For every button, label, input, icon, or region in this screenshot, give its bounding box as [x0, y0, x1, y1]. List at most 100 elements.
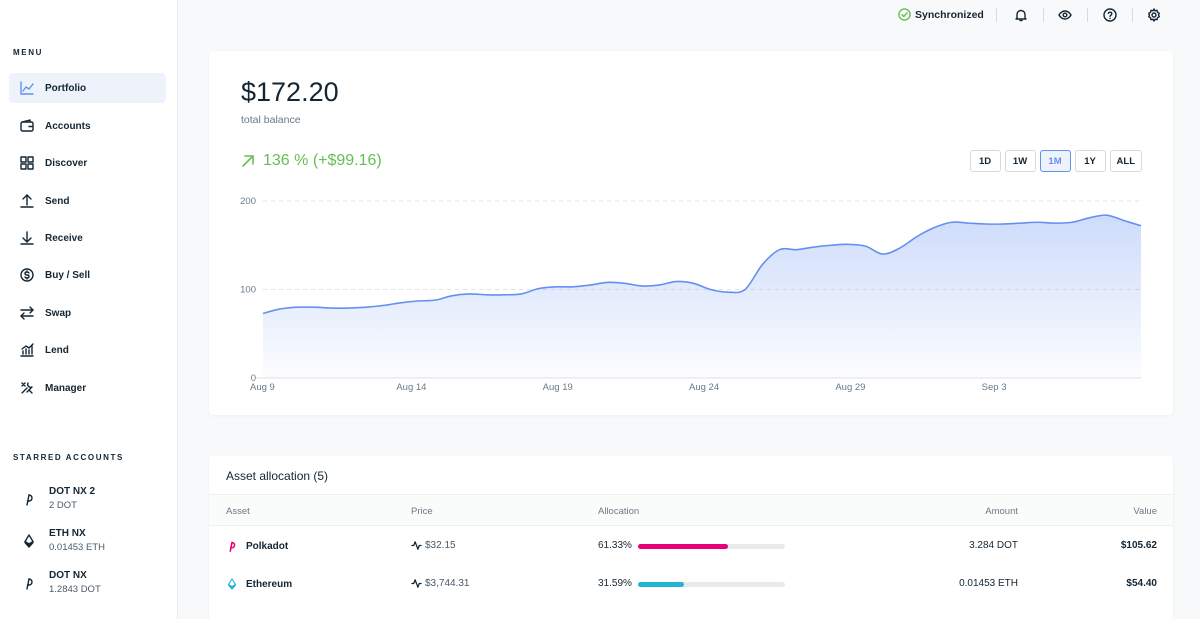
- range-button-1m[interactable]: 1M: [1039, 150, 1071, 172]
- divider: [1087, 8, 1088, 22]
- allocation-bar: [638, 582, 785, 587]
- starred-account-name: ETH NX: [49, 528, 86, 539]
- allocation-percent: 31.59%: [598, 578, 632, 589]
- column-header-amount[interactable]: Amount: [985, 506, 1018, 517]
- grid-icon: [19, 155, 35, 171]
- sidebar-item-label: Receive: [45, 232, 83, 244]
- asset-allocation-title: Asset allocation (5): [226, 469, 329, 483]
- ethereum-icon: [22, 533, 36, 548]
- divider: [996, 8, 997, 22]
- x-tick-label: Aug 19: [543, 382, 573, 393]
- arrow-up-icon: [19, 193, 35, 209]
- asset-value: $105.62: [1120, 540, 1157, 551]
- settings-icon[interactable]: [1147, 8, 1161, 22]
- sidebar: MENU Portfolio Accounts Discover Send Re…: [0, 0, 178, 619]
- starred-account-dot-nx-2[interactable]: DOT NX 2 2 DOT: [22, 486, 95, 511]
- balance-delta-text: 136 % (+$99.16): [263, 152, 382, 169]
- swap-icon: [19, 305, 35, 321]
- sidebar-item-buy-sell[interactable]: Buy / Sell: [9, 260, 166, 290]
- x-tick-label: Aug 24: [689, 382, 719, 393]
- balance-delta: 136 % (+$99.16): [241, 152, 382, 170]
- table-row[interactable]: Polkadot $32.15 61.33% 3.284 DOT $105.62: [209, 527, 1173, 565]
- polkadot-icon: [22, 576, 36, 590]
- check-circle-icon: [898, 8, 911, 21]
- ethereum-icon: [228, 578, 236, 590]
- column-header-value[interactable]: Value: [1133, 506, 1157, 517]
- starred-account-eth-nx[interactable]: ETH NX 0.01453 ETH: [22, 528, 105, 553]
- column-header-allocation[interactable]: Allocation: [598, 506, 640, 517]
- y-tick-label: 0: [251, 373, 256, 384]
- asset-cell: Ethereum: [226, 578, 292, 590]
- sync-status[interactable]: Synchronized: [898, 8, 984, 21]
- asset-cell: Polkadot: [226, 540, 288, 552]
- lend-chart-icon: [19, 342, 35, 358]
- arrow-down-icon: [19, 230, 35, 246]
- balance-card: $172.20 total balance 136 % (+$99.16) 1D…: [209, 51, 1173, 415]
- wallet-icon: [19, 118, 35, 134]
- x-tick-label: Sep 3: [982, 382, 1007, 393]
- divider: [1043, 8, 1044, 22]
- price-cell: $3,744.31: [411, 578, 470, 589]
- bell-icon[interactable]: [1014, 8, 1028, 22]
- sync-label: Synchronized: [915, 8, 984, 21]
- sidebar-item-portfolio[interactable]: Portfolio: [9, 73, 166, 103]
- x-tick-label: Aug 29: [835, 382, 865, 393]
- help-icon[interactable]: [1103, 8, 1117, 22]
- sidebar-item-manager[interactable]: Manager: [9, 373, 166, 403]
- x-tick-label: Aug 9: [250, 382, 275, 393]
- menu-heading: MENU: [13, 48, 43, 57]
- sidebar-item-label: Send: [45, 195, 70, 207]
- asset-allocation-card: Asset allocation (5) Asset Price Allocat…: [209, 456, 1173, 619]
- range-button-1y[interactable]: 1Y: [1074, 150, 1106, 172]
- asset-price: $3,744.31: [425, 578, 470, 589]
- polkadot-icon: [22, 492, 36, 506]
- sidebar-item-label: Accounts: [45, 120, 91, 132]
- x-tick-label: Aug 14: [396, 382, 426, 393]
- activity-icon: [411, 541, 422, 550]
- chart-line-icon: [19, 80, 35, 96]
- allocation-bar-fill: [638, 582, 685, 587]
- sidebar-item-label: Manager: [45, 382, 87, 394]
- starred-account-amount: 1.2843 DOT: [49, 584, 101, 595]
- tools-icon: [19, 380, 35, 396]
- sidebar-item-receive[interactable]: Receive: [9, 223, 166, 253]
- eye-icon[interactable]: [1058, 8, 1072, 22]
- starred-account-dot-nx[interactable]: DOT NX 1.2843 DOT: [22, 570, 101, 595]
- y-tick-label: 200: [240, 196, 256, 207]
- sidebar-item-swap[interactable]: Swap: [9, 298, 166, 328]
- range-button-1d[interactable]: 1D: [969, 150, 1001, 172]
- sidebar-item-accounts[interactable]: Accounts: [9, 111, 166, 141]
- balance-line: [262, 214, 1142, 315]
- starred-account-amount: 0.01453 ETH: [49, 542, 105, 553]
- sidebar-item-lend[interactable]: Lend: [9, 335, 166, 365]
- price-cell: $32.15: [411, 540, 456, 551]
- divider: [1132, 8, 1133, 22]
- sidebar-item-label: Portfolio: [45, 82, 87, 94]
- balance-area: [263, 215, 1141, 378]
- total-balance-label: total balance: [241, 114, 301, 126]
- asset-value: $54.40: [1126, 578, 1157, 589]
- topbar: Synchronized: [178, 0, 1200, 30]
- column-header-price[interactable]: Price: [411, 506, 433, 517]
- starred-account-name: DOT NX 2: [49, 486, 96, 497]
- asset-name: Polkadot: [246, 540, 289, 552]
- arrow-up-right-icon: [242, 155, 254, 167]
- starred-account-amount: 2 DOT: [49, 500, 77, 511]
- allocation-percent: 61.33%: [598, 540, 632, 551]
- column-header-asset[interactable]: Asset: [226, 506, 250, 517]
- sidebar-item-label: Lend: [45, 344, 69, 356]
- y-tick-label: 100: [240, 285, 256, 296]
- sidebar-item-send[interactable]: Send: [9, 186, 166, 216]
- activity-icon: [411, 579, 422, 588]
- range-selector: 1D 1W 1M 1Y ALL: [969, 150, 1142, 172]
- sidebar-item-discover[interactable]: Discover: [9, 148, 166, 178]
- balance-chart: 0 100 200 Aug 9 Aug 14 Aug 19 Aug 24 Aug 29 Sep …: [240, 196, 1142, 393]
- starred-account-name: DOT NX: [49, 570, 87, 581]
- sidebar-item-label: Discover: [45, 157, 88, 169]
- range-button-1w[interactable]: 1W: [1004, 150, 1036, 172]
- table-row[interactable]: Ethereum $3,744.31 31.59% 0.01453 ETH $5…: [209, 565, 1173, 603]
- asset-name: Ethereum: [246, 578, 293, 590]
- range-button-all[interactable]: ALL: [1109, 150, 1142, 172]
- sidebar-item-label: Buy / Sell: [45, 269, 91, 281]
- total-balance-value: $172.20: [241, 77, 339, 107]
